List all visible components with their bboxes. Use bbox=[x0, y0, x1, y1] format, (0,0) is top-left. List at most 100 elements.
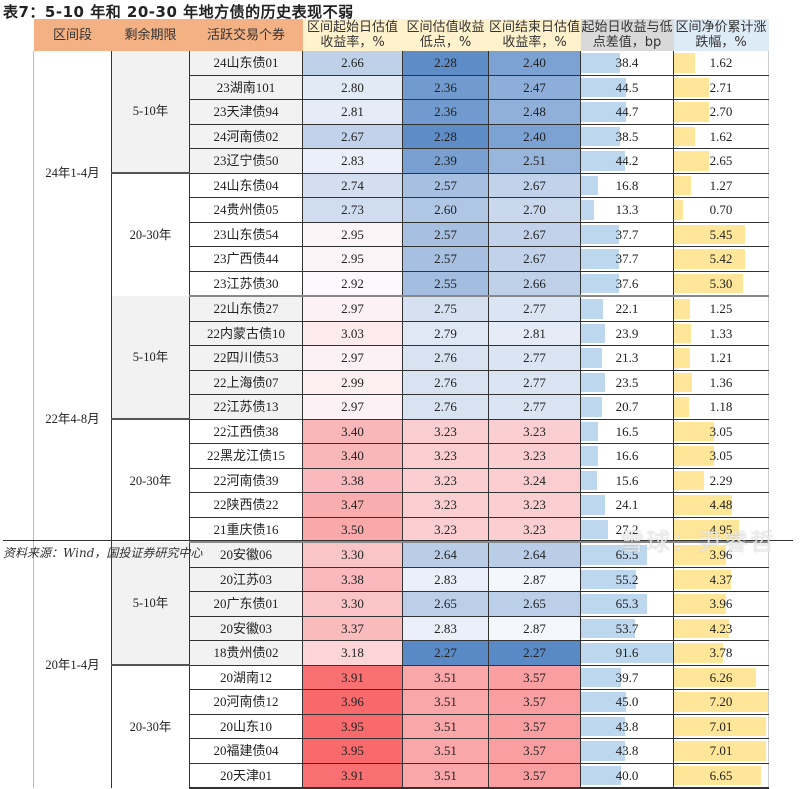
spread-bp: 23.5 bbox=[615, 374, 639, 390]
spread-bp: 13.3 bbox=[615, 202, 639, 218]
low-yield: 2.60 bbox=[402, 197, 489, 223]
start-yield: 2.97 bbox=[302, 394, 403, 420]
table-row: 22陕西债22 3.47 3.23 3.23 24.1 4.48 bbox=[34, 492, 769, 518]
start-yield: 3.91 bbox=[302, 665, 403, 690]
spread-bp-cell: 39.7 bbox=[580, 665, 674, 690]
term-cell: 20-30年 bbox=[111, 419, 190, 542]
end-yield: 2.87 bbox=[488, 616, 581, 641]
end-yield: 2.48 bbox=[488, 99, 581, 125]
low-yield: 2.65 bbox=[402, 591, 489, 617]
start-yield: 2.99 bbox=[302, 370, 403, 395]
table-row: 23山东债54 2.95 2.57 2.67 37.7 5.45 bbox=[34, 222, 769, 247]
spread-bp-cell: 37.6 bbox=[580, 271, 674, 297]
price-databar bbox=[674, 470, 704, 490]
bond-name: 22四川债53 bbox=[189, 345, 303, 371]
price-change-cell: 2.29 bbox=[673, 468, 769, 493]
low-yield: 2.27 bbox=[402, 640, 489, 666]
table-row: 22四川债53 2.97 2.76 2.77 21.3 1.21 bbox=[34, 345, 769, 371]
start-yield: 2.95 bbox=[302, 222, 403, 247]
price-change-cell: 7.20 bbox=[673, 689, 769, 715]
price-change-cell: 2.71 bbox=[673, 75, 769, 100]
price-change: 6.65 bbox=[709, 767, 733, 783]
bond-name: 22黑龙江债15 bbox=[189, 443, 303, 469]
price-change: 4.23 bbox=[709, 620, 733, 636]
spread-bp: 43.8 bbox=[615, 718, 639, 734]
spread-bp-cell: 55.2 bbox=[580, 567, 674, 592]
end-yield: 2.51 bbox=[488, 148, 581, 174]
low-yield: 2.76 bbox=[402, 345, 489, 371]
price-change: 4.37 bbox=[709, 571, 733, 587]
start-yield: 3.95 bbox=[302, 738, 403, 764]
spread-bp: 37.7 bbox=[615, 251, 639, 267]
price-change-cell: 4.48 bbox=[673, 492, 769, 518]
start-yield: 3.30 bbox=[302, 542, 403, 568]
table-row: 22年4-8月 5-10年 22山东债27 2.97 2.75 2.77 22.1 1.25 bbox=[33, 296, 769, 542]
term-cell: 5-10年 bbox=[111, 296, 190, 420]
price-change-cell: 1.62 bbox=[673, 124, 769, 149]
bond-name: 23辽宁债50 bbox=[189, 148, 303, 174]
table-row: 23天津债94 2.81 2.36 2.48 44.7 2.70 bbox=[34, 99, 769, 125]
price-databar bbox=[674, 323, 692, 343]
end-yield: 2.66 bbox=[488, 271, 581, 297]
header-price-change: 区间净价累计涨跌幅，% bbox=[673, 19, 769, 51]
price-change-cell: 1.21 bbox=[673, 345, 769, 371]
watermark: 雪球：尹睿哲 bbox=[620, 528, 776, 556]
price-change: 1.21 bbox=[709, 350, 733, 366]
end-yield: 2.40 bbox=[488, 124, 581, 149]
table-row: 20-30年 22江西债38 3.40 3.23 3.23 16.5 3.05 bbox=[34, 419, 769, 542]
header-end-yield: 区间结束日估值收益率，% bbox=[488, 19, 581, 51]
price-change-cell: 1.25 bbox=[673, 296, 769, 322]
price-change: 1.62 bbox=[709, 55, 733, 71]
spread-bp: 23.9 bbox=[615, 325, 639, 341]
end-yield: 2.40 bbox=[488, 51, 581, 76]
price-change-cell: 6.26 bbox=[673, 665, 769, 690]
price-change: 1.62 bbox=[709, 128, 733, 144]
price-databar bbox=[674, 249, 745, 269]
spread-bp: 16.6 bbox=[615, 448, 639, 464]
low-yield: 2.55 bbox=[402, 271, 489, 297]
bp-databar bbox=[581, 102, 626, 122]
bond-name: 24山东债01 bbox=[189, 51, 303, 76]
start-yield: 3.95 bbox=[302, 714, 403, 739]
low-yield: 3.23 bbox=[402, 443, 489, 469]
table-row: 22上海债07 2.99 2.76 2.77 23.5 1.36 bbox=[34, 370, 769, 395]
bp-databar bbox=[581, 151, 626, 171]
header-start-yield: 区间起始日估值收益率，% bbox=[302, 19, 403, 51]
header-low-yield: 区间估值收益低点，% bbox=[402, 19, 489, 51]
spread-bp-cell: 16.8 bbox=[580, 173, 674, 198]
start-yield: 3.47 bbox=[302, 492, 403, 518]
spread-bp-cell: 44.5 bbox=[580, 75, 674, 100]
bp-databar bbox=[581, 249, 619, 269]
spread-bp-cell: 20.7 bbox=[580, 394, 674, 420]
table-row: 22黑龙江债15 3.40 3.23 3.23 16.6 3.05 bbox=[34, 443, 769, 469]
spread-bp-cell: 23.5 bbox=[580, 370, 674, 395]
price-change: 2.65 bbox=[709, 153, 733, 169]
bond-name: 23江苏债30 bbox=[189, 271, 303, 297]
price-change-cell: 1.18 bbox=[673, 394, 769, 420]
table-body: 24年1-4月 5-10年 24山东债01 2.66 2.28 2.40 38.4 1.62 2… bbox=[33, 51, 769, 789]
spread-bp-cell: 38.5 bbox=[580, 124, 674, 149]
price-change: 3.96 bbox=[709, 596, 733, 612]
price-change: 1.18 bbox=[709, 399, 733, 415]
bottom-rule bbox=[3, 540, 793, 541]
spread-bp: 39.7 bbox=[615, 669, 639, 685]
start-yield: 2.95 bbox=[302, 246, 403, 272]
table-row: 23江苏债30 2.92 2.55 2.66 37.6 5.30 bbox=[34, 271, 769, 297]
price-databar bbox=[674, 77, 710, 97]
start-yield: 3.03 bbox=[302, 321, 403, 346]
end-yield: 3.23 bbox=[488, 443, 581, 469]
end-yield: 3.24 bbox=[488, 468, 581, 493]
start-yield: 2.81 bbox=[302, 99, 403, 125]
end-yield: 3.57 bbox=[488, 665, 581, 690]
price-change-cell: 0.70 bbox=[673, 197, 769, 223]
bp-databar bbox=[581, 126, 620, 146]
start-yield: 3.40 bbox=[302, 443, 403, 469]
price-change: 0.70 bbox=[709, 202, 733, 218]
bp-databar bbox=[581, 224, 619, 244]
spread-bp-cell: 44.2 bbox=[580, 148, 674, 174]
price-change-cell: 3.78 bbox=[673, 640, 769, 666]
price-databar bbox=[674, 299, 691, 319]
price-databar bbox=[674, 200, 684, 220]
spread-bp-cell: 43.8 bbox=[580, 738, 674, 764]
end-yield: 3.23 bbox=[488, 517, 581, 543]
